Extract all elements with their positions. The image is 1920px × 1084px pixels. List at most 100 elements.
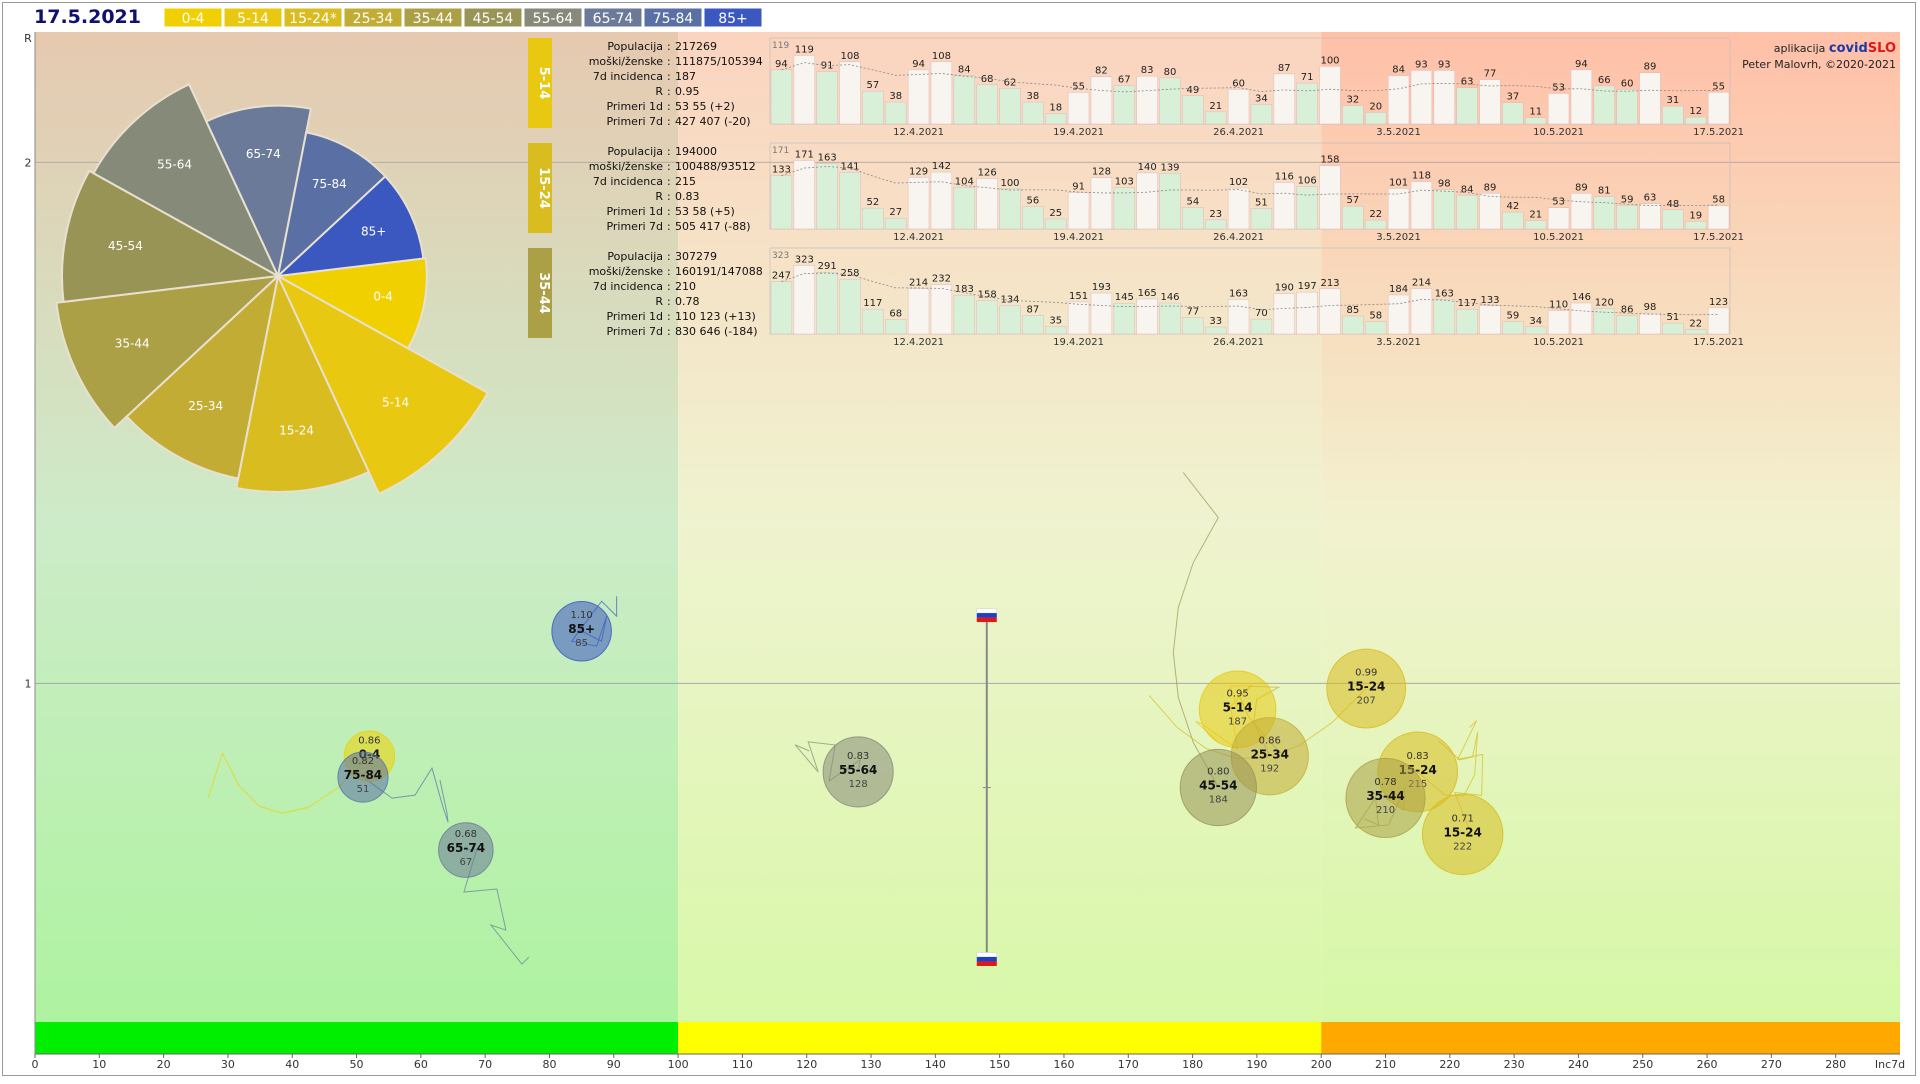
age-button-25-34[interactable]: 25-34 [343,7,403,28]
bar [930,171,953,230]
credits-prefix: aplikacija [1774,42,1829,55]
x-tick-label: 250 [1632,1058,1653,1071]
bar-value-label: 52 [866,197,879,208]
bar [1479,305,1501,335]
bar [1639,72,1661,125]
x-tick-label: 50 [350,1058,364,1071]
panel-tab [528,38,552,128]
bar-value-label: 34 [1255,93,1268,104]
bubble-inc-label: 128 [849,779,868,790]
panel-tab-label: 15-24 [536,167,551,209]
bubble-r-label: 0.71 [1452,813,1474,824]
svg-text:aplikacija covidSLO: aplikacija covidSLO [1774,41,1896,56]
age-button-5-14[interactable]: 5-14 [223,7,283,28]
age-button-0-4[interactable]: 0-4 [163,7,223,28]
bar-value-label: 146 [1572,292,1591,303]
bar [885,217,907,230]
bar-value-label: 133 [772,165,791,176]
age-button-35-44[interactable]: 35-44 [403,7,463,28]
info-value-incidenca7d: 187 [675,70,696,83]
bar [1342,205,1364,230]
bar-value-label: 145 [1115,292,1134,303]
pie-slice-label: 35-44 [115,337,150,351]
bar [1319,288,1341,335]
bar-frame [769,37,1731,125]
bar-value-label: 163 [1229,288,1248,299]
pie-slice-55-64 [92,83,281,279]
bar-value-label: 21 [1209,101,1222,112]
pie-slice-label: 75-84 [312,177,347,191]
bar [816,271,838,335]
bubble-r-label: 0.86 [1259,735,1281,746]
bar [1182,317,1204,335]
bar-date-label: 26.4.2021 [1213,232,1264,243]
bar-value-label: 128 [1092,167,1111,178]
bubble-group-label: 25-34 [1251,747,1289,761]
bar-date-label: 26.4.2021 [1213,337,1264,348]
age-button-85+[interactable]: 85+ [703,7,763,28]
bar-value-label: 25 [1049,208,1062,219]
info-label-primeri7d: Primeri 7d [606,115,663,128]
age-button-label: 75-84 [653,11,694,27]
bar-value-label: 80 [1164,67,1177,78]
pie-slice-label: 85+ [361,225,386,239]
info-value-populacija: 217269 [675,40,717,53]
bar [1296,186,1318,230]
bar [1067,92,1090,125]
bar-date-label: 10.5.2021 [1533,127,1584,138]
bar-value-label: 22 [1369,209,1382,220]
info-value-incidenca7d: 215 [675,175,696,188]
bar-avg-line [781,272,1719,316]
bar-value-label: 94 [775,59,788,70]
bar [839,61,861,125]
info-colon: : [667,220,671,233]
bar [1365,219,1387,230]
bar [953,187,975,230]
info-label-primeri1d: Primeri 1d [606,310,663,323]
bar-value-label: 94 [1575,59,1588,70]
info-label-populacija: Populacija [607,145,663,158]
bar [976,300,998,335]
bar-value-label: 110 [1549,300,1568,311]
bar [1433,299,1455,335]
age-button-bg [163,7,223,28]
bubble-r-label: 0.83 [1407,751,1429,762]
bar-date-label: 26.4.2021 [1213,127,1264,138]
bar-avg-line [781,62,1719,93]
bar-value-label: 58 [1712,195,1725,206]
age-button-15-24*[interactable]: 15-24* [283,7,343,28]
age-pie-chart: 0-4 5-14 15-24 25-34 35-44 45-54 55-64 65-74 75-… [55,83,490,496]
bar [1525,117,1547,125]
bar-value-label: 84 [1392,65,1405,76]
bar-value-label: 93 [1438,59,1451,70]
info-label-incidenca7d: 7d incidenca [593,280,663,293]
age-button-75-84[interactable]: 75-84 [643,7,703,28]
age-group-panels: 5-14Populacija:217269moški/ženske:111875… [528,37,1744,348]
bar-value-label: 54 [1186,196,1199,207]
info-colon: : [667,250,671,263]
bar-value-label: 71 [1301,72,1314,83]
bar [1525,220,1547,230]
bar [1387,75,1410,125]
bar-date-label: 17.5.2021 [1693,232,1744,243]
bubble-circle [438,822,494,878]
bar-value-label: 83 [1141,65,1154,76]
bar-value-label: 89 [1484,182,1497,193]
bar [1296,82,1318,125]
x-tick-label: 120 [796,1058,817,1071]
trail-75-84 [362,766,449,823]
age-button-65-74[interactable]: 65-74 [583,7,643,28]
pie-slice-label: 15-24 [279,423,314,437]
bar-value-label: 81 [1598,186,1611,197]
bubble-r-label: 0.80 [1207,767,1229,778]
bubble-inc-label: 184 [1209,795,1228,806]
bubble-inc-label: 222 [1453,841,1472,852]
bar [1547,310,1570,335]
bar [1502,211,1524,230]
age-button-45-54[interactable]: 45-54 [463,7,523,28]
bar [1707,92,1730,125]
bar [1273,293,1295,335]
info-label-r: R [655,190,663,203]
age-button-55-64[interactable]: 55-64 [523,7,583,28]
